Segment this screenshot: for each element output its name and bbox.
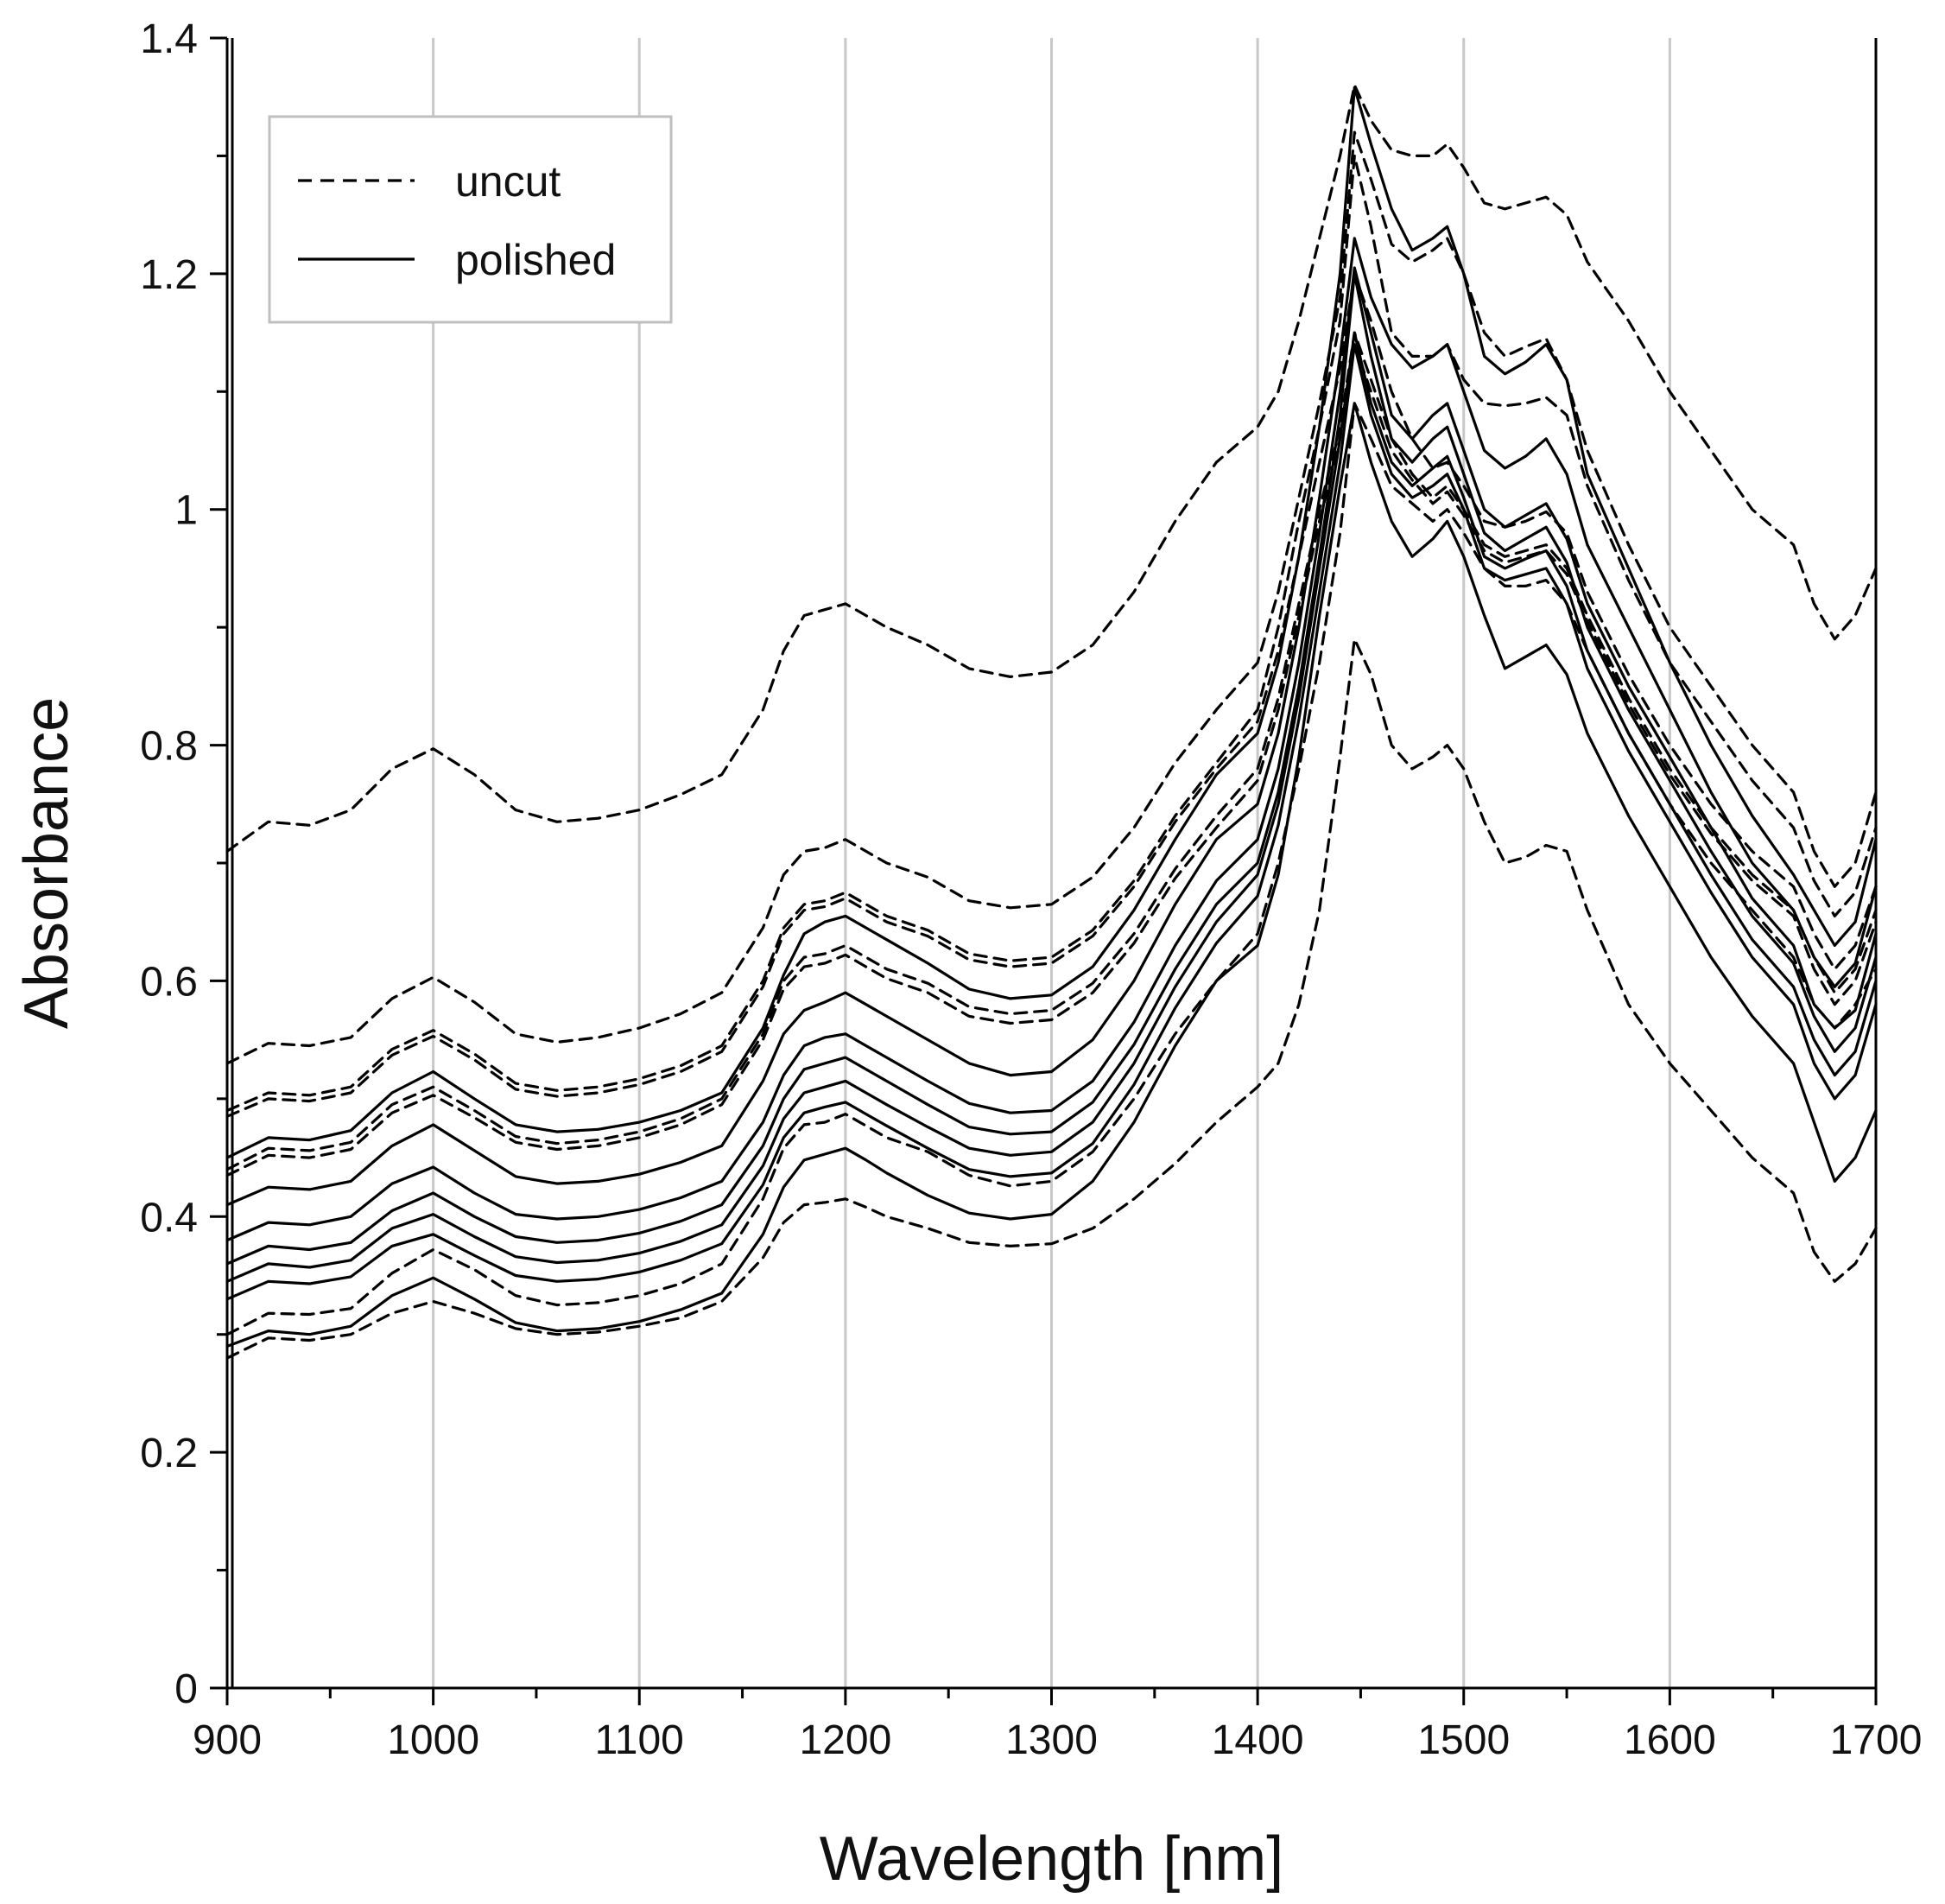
y-axis-title: Absorbance bbox=[12, 697, 81, 1029]
series-line-uncut-3 bbox=[225, 272, 1878, 1118]
x-tick-label: 900 bbox=[193, 1717, 262, 1763]
legend-label-uncut: uncut bbox=[455, 157, 561, 206]
series-line-uncut-1 bbox=[225, 130, 1878, 1065]
tick-labels: 900 1000 1100 1200 1300 1400 1500 1600 1700 0 0.2 0… bbox=[140, 16, 1922, 1763]
legend-box bbox=[268, 115, 673, 324]
series-line-uncut-0 bbox=[225, 83, 1878, 854]
x-tick-label: 1700 bbox=[1830, 1717, 1923, 1763]
series-layer bbox=[225, 83, 1878, 1360]
y-tick-label: 0.6 bbox=[140, 959, 198, 1005]
axes bbox=[210, 36, 1878, 1705]
y-tick-label: 1 bbox=[174, 488, 198, 534]
y-tick-label: 0.8 bbox=[140, 724, 198, 770]
series-line-uncut-4 bbox=[225, 331, 1878, 1171]
x-tick-label: 1200 bbox=[799, 1717, 891, 1763]
y-tick-label: 0.2 bbox=[140, 1431, 198, 1476]
series-line-uncut-7 bbox=[225, 638, 1878, 1360]
y-tick-label: 1.2 bbox=[140, 252, 198, 298]
series-line-polished-12 bbox=[225, 331, 1878, 1283]
x-axis-title: Wavelength [nm] bbox=[820, 1825, 1284, 1894]
x-tick-label: 1100 bbox=[595, 1717, 684, 1763]
y-tick-label: 0 bbox=[174, 1666, 198, 1712]
x-tick-label: 1500 bbox=[1417, 1717, 1510, 1763]
x-tick-label: 1300 bbox=[1005, 1717, 1098, 1763]
series-line-uncut-2 bbox=[225, 154, 1878, 1113]
series-line-polished-14 bbox=[225, 402, 1878, 1349]
series-line-polished-10 bbox=[225, 266, 1878, 1242]
series-line-uncut-5 bbox=[225, 343, 1878, 1177]
y-tick-label: 1.4 bbox=[140, 16, 198, 62]
legend: uncut polished bbox=[268, 115, 673, 324]
x-tick-label: 1400 bbox=[1212, 1717, 1304, 1763]
x-tick-label: 1000 bbox=[387, 1717, 479, 1763]
y-tick-label: 0.4 bbox=[140, 1195, 198, 1241]
series-line-polished-9 bbox=[225, 237, 1878, 1207]
legend-label-polished: polished bbox=[455, 236, 616, 284]
series-line-polished-13 bbox=[225, 343, 1878, 1301]
series-line-polished-11 bbox=[225, 272, 1878, 1266]
series-line-polished-8 bbox=[225, 86, 1878, 1159]
x-tick-label: 1600 bbox=[1624, 1717, 1716, 1763]
